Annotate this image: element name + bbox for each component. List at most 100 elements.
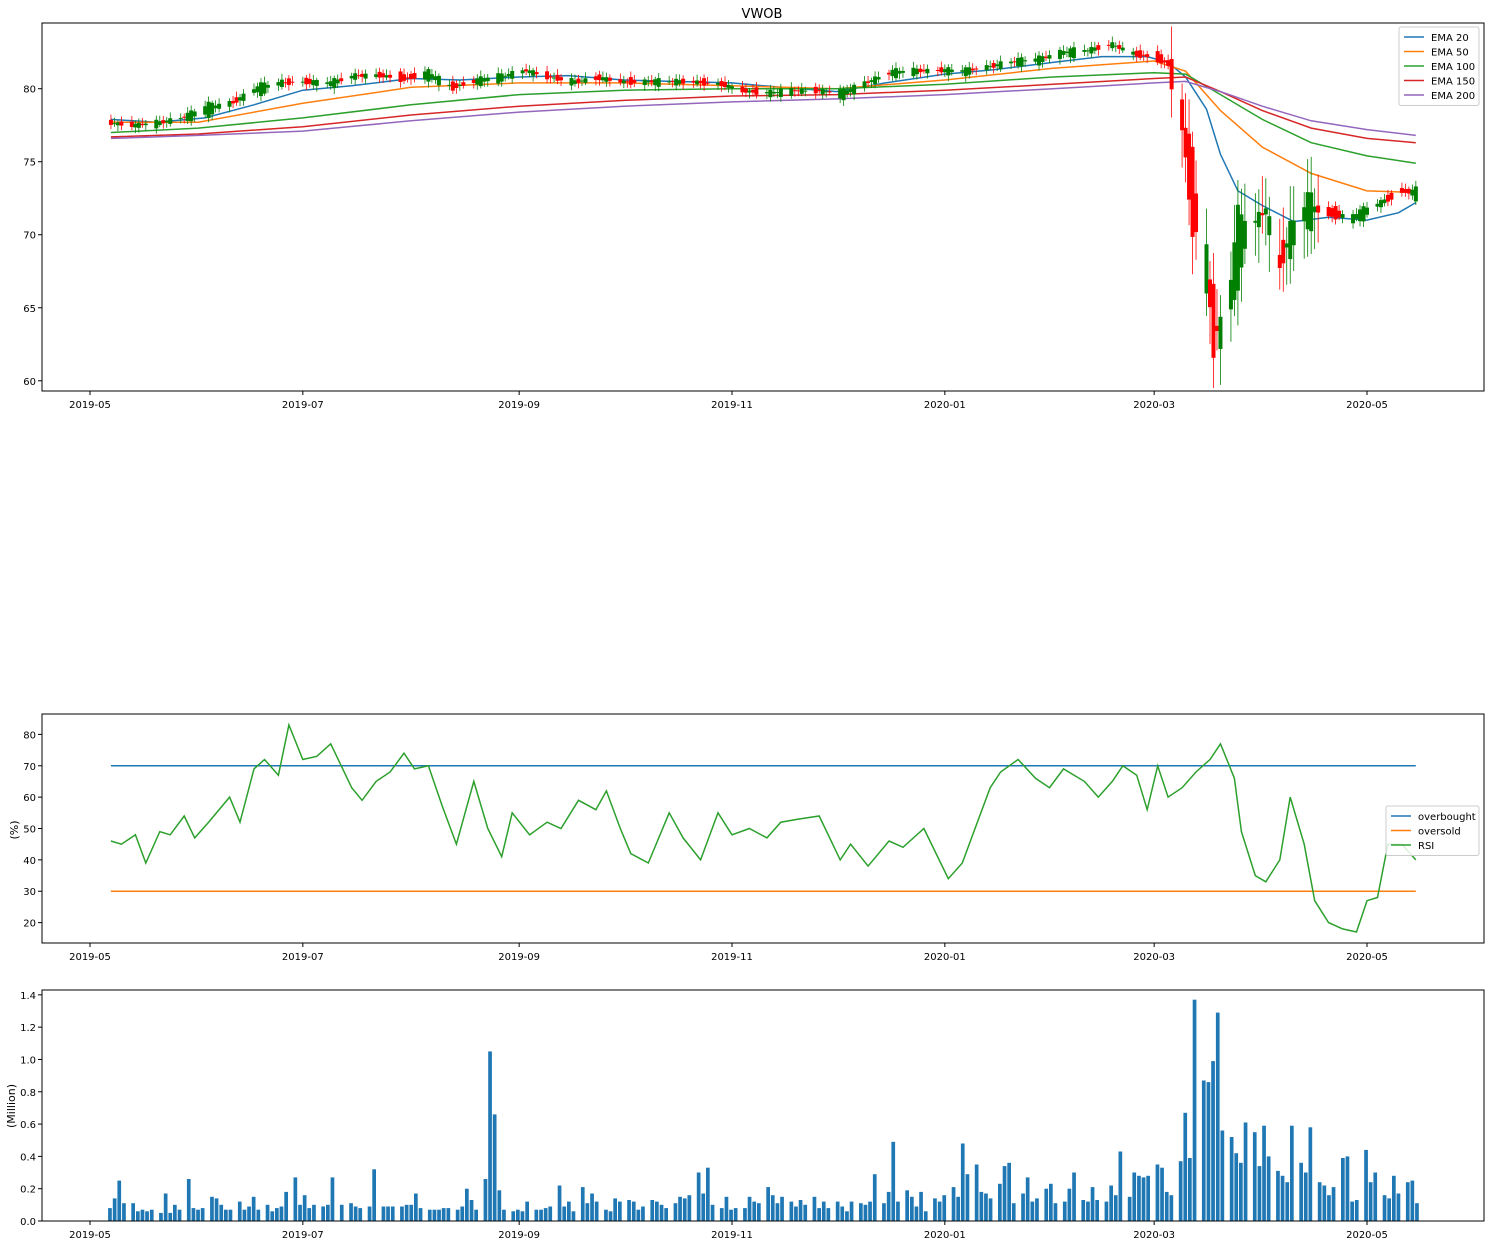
candle-body — [262, 82, 267, 94]
volume-bar — [284, 1191, 288, 1221]
volume-bar — [321, 1206, 325, 1221]
candle-body — [1016, 58, 1021, 67]
volume-bar — [145, 1211, 149, 1221]
volume-bar — [349, 1203, 353, 1221]
candle-body — [217, 103, 222, 109]
candle-body — [429, 74, 434, 79]
volume-bar — [979, 1191, 984, 1221]
volume-bar — [594, 1201, 599, 1221]
candle-body — [363, 73, 368, 79]
candle-body — [436, 75, 441, 86]
volume-bar — [414, 1193, 418, 1221]
candle-body — [1351, 214, 1356, 224]
candle-body — [381, 73, 386, 78]
volume-bar — [780, 1196, 784, 1221]
volume-bar — [1327, 1195, 1331, 1221]
candle-body — [189, 110, 194, 122]
candle-body — [485, 77, 490, 82]
candle-body — [705, 82, 710, 84]
candle-body — [1263, 208, 1268, 215]
candle-body — [628, 77, 633, 85]
candle-body — [607, 77, 612, 81]
volume-bar — [1118, 1151, 1123, 1221]
candle-body — [1239, 214, 1244, 268]
candle-body — [702, 78, 707, 86]
volume-bar — [1410, 1180, 1415, 1221]
candle-body — [1361, 206, 1366, 222]
volume-bar — [1081, 1200, 1086, 1221]
volume-bar — [353, 1206, 358, 1221]
candle-body — [1382, 199, 1387, 204]
candle-body — [852, 84, 857, 95]
volume-bar — [492, 1114, 497, 1221]
candle-body — [771, 91, 776, 94]
candle-body — [251, 89, 256, 93]
price-xtick-label: 2019-09 — [498, 400, 540, 411]
volume-bar — [1011, 1203, 1016, 1221]
candle-body — [447, 84, 452, 86]
candle-body — [276, 82, 281, 86]
volume-bar — [108, 1208, 112, 1221]
volume-bar — [557, 1185, 562, 1221]
volume-bar — [1183, 1112, 1188, 1221]
candle-body — [911, 67, 916, 77]
volume-bar — [1049, 1183, 1053, 1221]
candle-body — [555, 74, 560, 81]
volume-bar — [159, 1212, 163, 1221]
volume-bar — [256, 1209, 261, 1221]
candle-body — [548, 76, 553, 78]
volume-bar — [1201, 1080, 1206, 1221]
legend-label: EMA 20 — [1431, 33, 1469, 44]
volume-bar — [1104, 1201, 1109, 1221]
candle-body — [388, 74, 393, 78]
candle-body — [307, 78, 312, 84]
volume-bar — [1206, 1082, 1211, 1221]
candle-body — [1406, 188, 1411, 194]
candle-body — [559, 77, 564, 81]
price-ytick-label: 60 — [23, 377, 36, 388]
candle-body — [974, 68, 979, 70]
candle-body — [461, 82, 466, 86]
candle-body — [213, 105, 218, 109]
volume-ytick-label: 0.6 — [20, 1120, 36, 1131]
volume-bar — [951, 1187, 956, 1221]
candle-body — [604, 77, 609, 82]
candle-body — [356, 75, 361, 77]
candle-body — [984, 65, 989, 71]
candle-body — [597, 74, 602, 81]
volume-bar — [835, 1201, 840, 1221]
candle-body — [450, 81, 455, 91]
rsi-ytick-label: 80 — [23, 730, 36, 741]
candle-body — [1312, 206, 1317, 213]
volume-bar — [1308, 1127, 1313, 1221]
candle-body — [1138, 50, 1143, 58]
volume-bar — [265, 1204, 270, 1221]
rsi-xtick-label: 2020-05 — [1346, 952, 1388, 963]
candle-body — [534, 72, 539, 75]
volume-bar — [1192, 999, 1197, 1221]
volume-bar — [1285, 1182, 1290, 1221]
volume-bar — [1239, 1162, 1243, 1221]
candle-body — [286, 78, 291, 85]
candle-body — [967, 67, 972, 75]
volume-bar — [173, 1204, 177, 1221]
volume-bar — [608, 1211, 613, 1221]
candle-body — [1260, 213, 1265, 216]
candle-body — [848, 88, 853, 93]
candle-body — [1385, 194, 1390, 202]
volume-bar — [307, 1208, 312, 1221]
volume-bar — [849, 1201, 854, 1221]
candle-body — [1277, 254, 1282, 269]
candle-body — [408, 73, 413, 80]
volume-bar — [219, 1204, 224, 1221]
volume-bar — [186, 1179, 191, 1221]
candle-body — [1033, 58, 1038, 62]
volume-bar — [1146, 1175, 1150, 1221]
volume-bar — [733, 1208, 738, 1221]
volume-bar — [1044, 1188, 1049, 1221]
volume-bar — [312, 1204, 316, 1221]
volume-bar — [701, 1193, 706, 1221]
volume-bar — [247, 1206, 251, 1221]
candle-body — [457, 84, 462, 86]
